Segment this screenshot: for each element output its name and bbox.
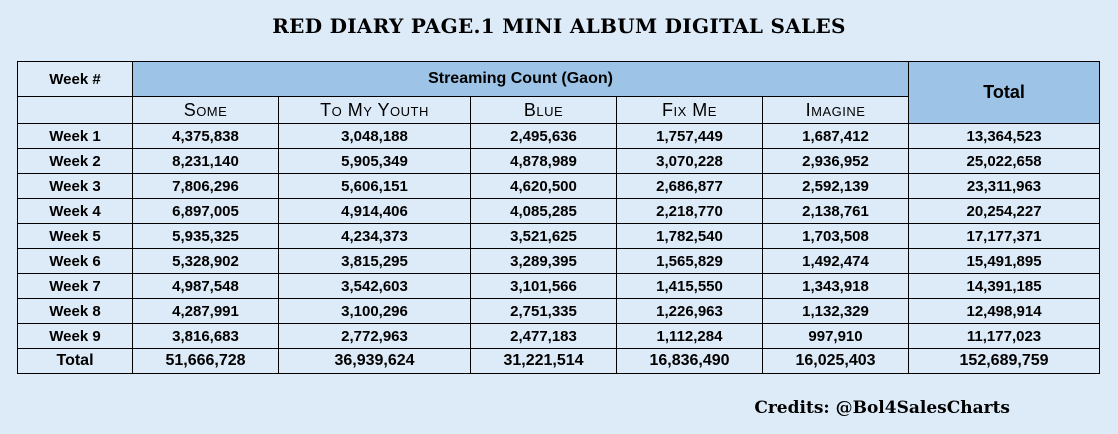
week-column-header: Week # [17,61,133,97]
week-label: Week 1 [17,123,133,149]
table-row: Week 7 4,987,548 3,542,603 3,101,566 1,415,5… [17,273,1101,299]
stream-count-cell: 1,782,540 [616,223,763,249]
stream-count-cell: 3,289,395 [470,248,617,274]
stream-count-cell: 3,101,566 [470,273,617,299]
stream-count-cell: 5,328,902 [132,248,279,274]
total-column-header: Total [908,61,1101,124]
stream-count-cell: 5,606,151 [278,173,471,199]
stream-count-cell: 2,495,636 [470,123,617,149]
stream-count-cell: 1,226,963 [616,298,763,324]
stream-count-cell: 4,287,991 [132,298,279,324]
total-cell: 14,391,185 [908,273,1101,299]
stream-count-cell: 1,415,550 [616,273,763,299]
stream-count-cell: 997,910 [761,323,910,349]
song-header-to-my-youth: To My Youth [278,96,471,124]
chart-title: RED DIARY PAGE.1 MINI ALBUM DIGITAL SALE… [272,14,846,38]
stream-count-cell: 2,772,963 [278,323,471,349]
stream-count-cell: 1,565,829 [616,248,763,274]
table-row: Week 9 3,816,683 2,772,963 2,477,183 1,112,2… [17,323,1101,349]
stream-count-cell: 4,878,989 [470,148,617,174]
stream-count-cell: 1,492,474 [761,248,910,274]
song-header-some: Some [132,96,279,124]
table-row: Week 5 5,935,325 4,234,373 3,521,625 1,782,5… [17,223,1101,249]
stream-count-cell: 3,815,295 [278,248,471,274]
stream-count-cell: 4,085,285 [470,198,617,224]
stream-count-cell: 2,138,761 [761,198,910,224]
stream-count-cell: 7,806,296 [132,173,279,199]
stream-count-cell: 2,936,952 [761,148,910,174]
stream-count-cell: 4,620,500 [470,173,617,199]
total-cell: 15,491,895 [908,248,1101,274]
stream-count-cell: 51,666,728 [132,348,279,374]
stream-count-cell: 16,836,490 [616,348,763,374]
song-header-imagine: Imagine [761,96,910,124]
stream-count-cell: 1,112,284 [616,323,763,349]
table-body: Week 1 4,375,838 3,048,188 2,495,636 1,757,4… [17,123,1101,374]
stream-count-cell: 3,816,683 [132,323,279,349]
streaming-count-header: Streaming Count (Gaon) [131,61,910,97]
song-header-fix-me: Fix Me [616,96,763,124]
stream-count-cell: 16,025,403 [761,348,910,374]
stream-count-cell: 4,375,838 [132,123,279,149]
week-label: Week 9 [17,323,133,349]
total-cell: 12,498,914 [908,298,1101,324]
stream-count-cell: 3,070,228 [616,148,763,174]
stream-count-cell: 1,132,329 [761,298,910,324]
stream-count-cell: 3,048,188 [278,123,471,149]
totals-label: Total [17,348,133,374]
stream-count-cell: 5,935,325 [132,223,279,249]
stream-count-cell: 3,100,296 [278,298,471,324]
total-cell: 152,689,759 [908,348,1101,374]
total-cell: 13,364,523 [908,123,1101,149]
total-cell: 25,022,658 [908,148,1101,174]
stream-count-cell: 4,234,373 [278,223,471,249]
table-row: Week 4 6,897,005 4,914,406 4,085,285 2,218,7… [17,198,1101,224]
total-cell: 20,254,227 [908,198,1101,224]
table-row: Week 2 8,231,140 5,905,349 4,878,989 3,070,2… [17,148,1101,174]
stream-count-cell: 6,897,005 [132,198,279,224]
stream-count-cell: 1,343,918 [761,273,910,299]
stream-count-cell: 4,987,548 [132,273,279,299]
stream-count-cell: 8,231,140 [132,148,279,174]
blank-header-cell [17,96,133,124]
total-cell: 11,177,023 [908,323,1101,349]
week-label: Week 4 [17,198,133,224]
week-label: Week 8 [17,298,133,324]
table-row: Week 1 4,375,838 3,048,188 2,495,636 1,757,4… [17,123,1101,149]
total-cell: 17,177,371 [908,223,1101,249]
stream-count-cell: 1,757,449 [616,123,763,149]
stream-count-cell: 1,703,508 [761,223,910,249]
week-label: Week 3 [17,173,133,199]
sales-table: Week # Streaming Count (Gaon) Total Some… [17,61,1101,374]
week-label: Week 6 [17,248,133,274]
stream-count-cell: 36,939,624 [278,348,471,374]
stream-count-cell: 2,218,770 [616,198,763,224]
table-row: Week 6 5,328,902 3,815,295 3,289,395 1,565,8… [17,248,1101,274]
stream-count-cell: 3,542,603 [278,273,471,299]
week-label: Week 2 [17,148,133,174]
week-label: Week 7 [17,273,133,299]
credits: Credits: @Bol4SalesCharts [754,398,1010,418]
stream-count-cell: 2,477,183 [470,323,617,349]
stream-count-cell: 2,686,877 [616,173,763,199]
stream-count-cell: 2,751,335 [470,298,617,324]
table-row: Week 3 7,806,296 5,606,151 4,620,500 2,686,8… [17,173,1101,199]
stream-count-cell: 5,905,349 [278,148,471,174]
stream-count-cell: 31,221,514 [470,348,617,374]
song-header-blue: Blue [470,96,617,124]
total-cell: 23,311,963 [908,173,1101,199]
stream-count-cell: 2,592,139 [761,173,910,199]
totals-row: Total 51,666,728 36,939,624 31,221,514 16,83… [17,348,1101,374]
week-label: Week 5 [17,223,133,249]
stream-count-cell: 4,914,406 [278,198,471,224]
stream-count-cell: 1,687,412 [761,123,910,149]
stream-count-cell: 3,521,625 [470,223,617,249]
table-row: Week 8 4,287,991 3,100,296 2,751,335 1,226,9… [17,298,1101,324]
